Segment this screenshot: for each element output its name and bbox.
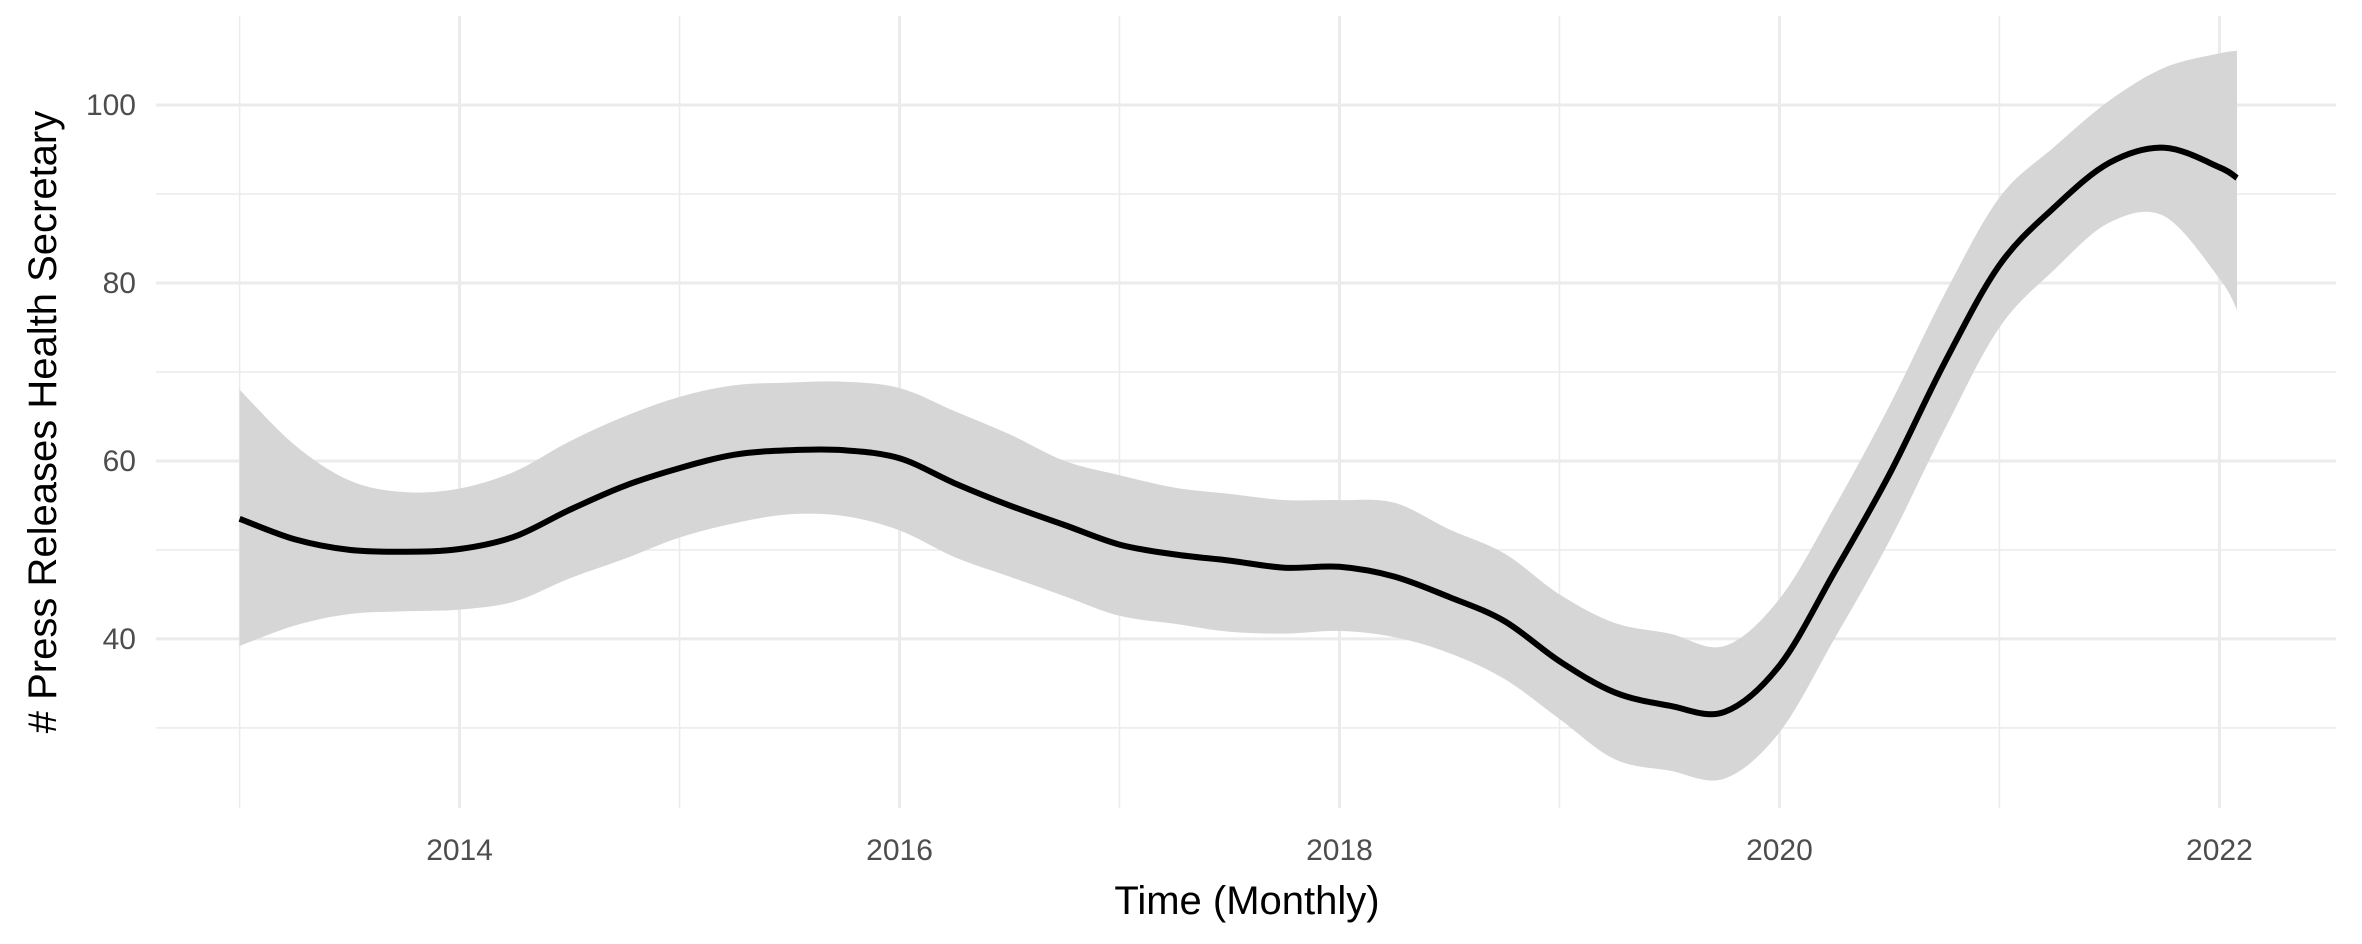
y-tick-label: 60: [103, 445, 136, 478]
trend-line: [238, 144, 2239, 718]
x-tick-label: 2018: [1306, 834, 1373, 867]
x-tick-label: 2022: [2186, 834, 2253, 867]
y-axis-title: # Press Releases Health Secretary: [21, 111, 65, 734]
x-axis-title: Time (Monthly): [1114, 879, 1379, 923]
x-tick-label: 2014: [426, 834, 493, 867]
x-axis-ticks: 2014 2016 2018 2020 2022: [426, 834, 2253, 867]
y-tick-label: 100: [86, 89, 136, 122]
x-tick-label: 2020: [1746, 834, 1813, 867]
y-tick-label: 40: [103, 623, 136, 656]
x-tick-label: 2016: [866, 834, 933, 867]
confidence-band: [239, 50, 2238, 781]
y-axis-ticks: 40 60 80 100: [86, 89, 136, 656]
y-tick-label: 80: [103, 267, 136, 300]
